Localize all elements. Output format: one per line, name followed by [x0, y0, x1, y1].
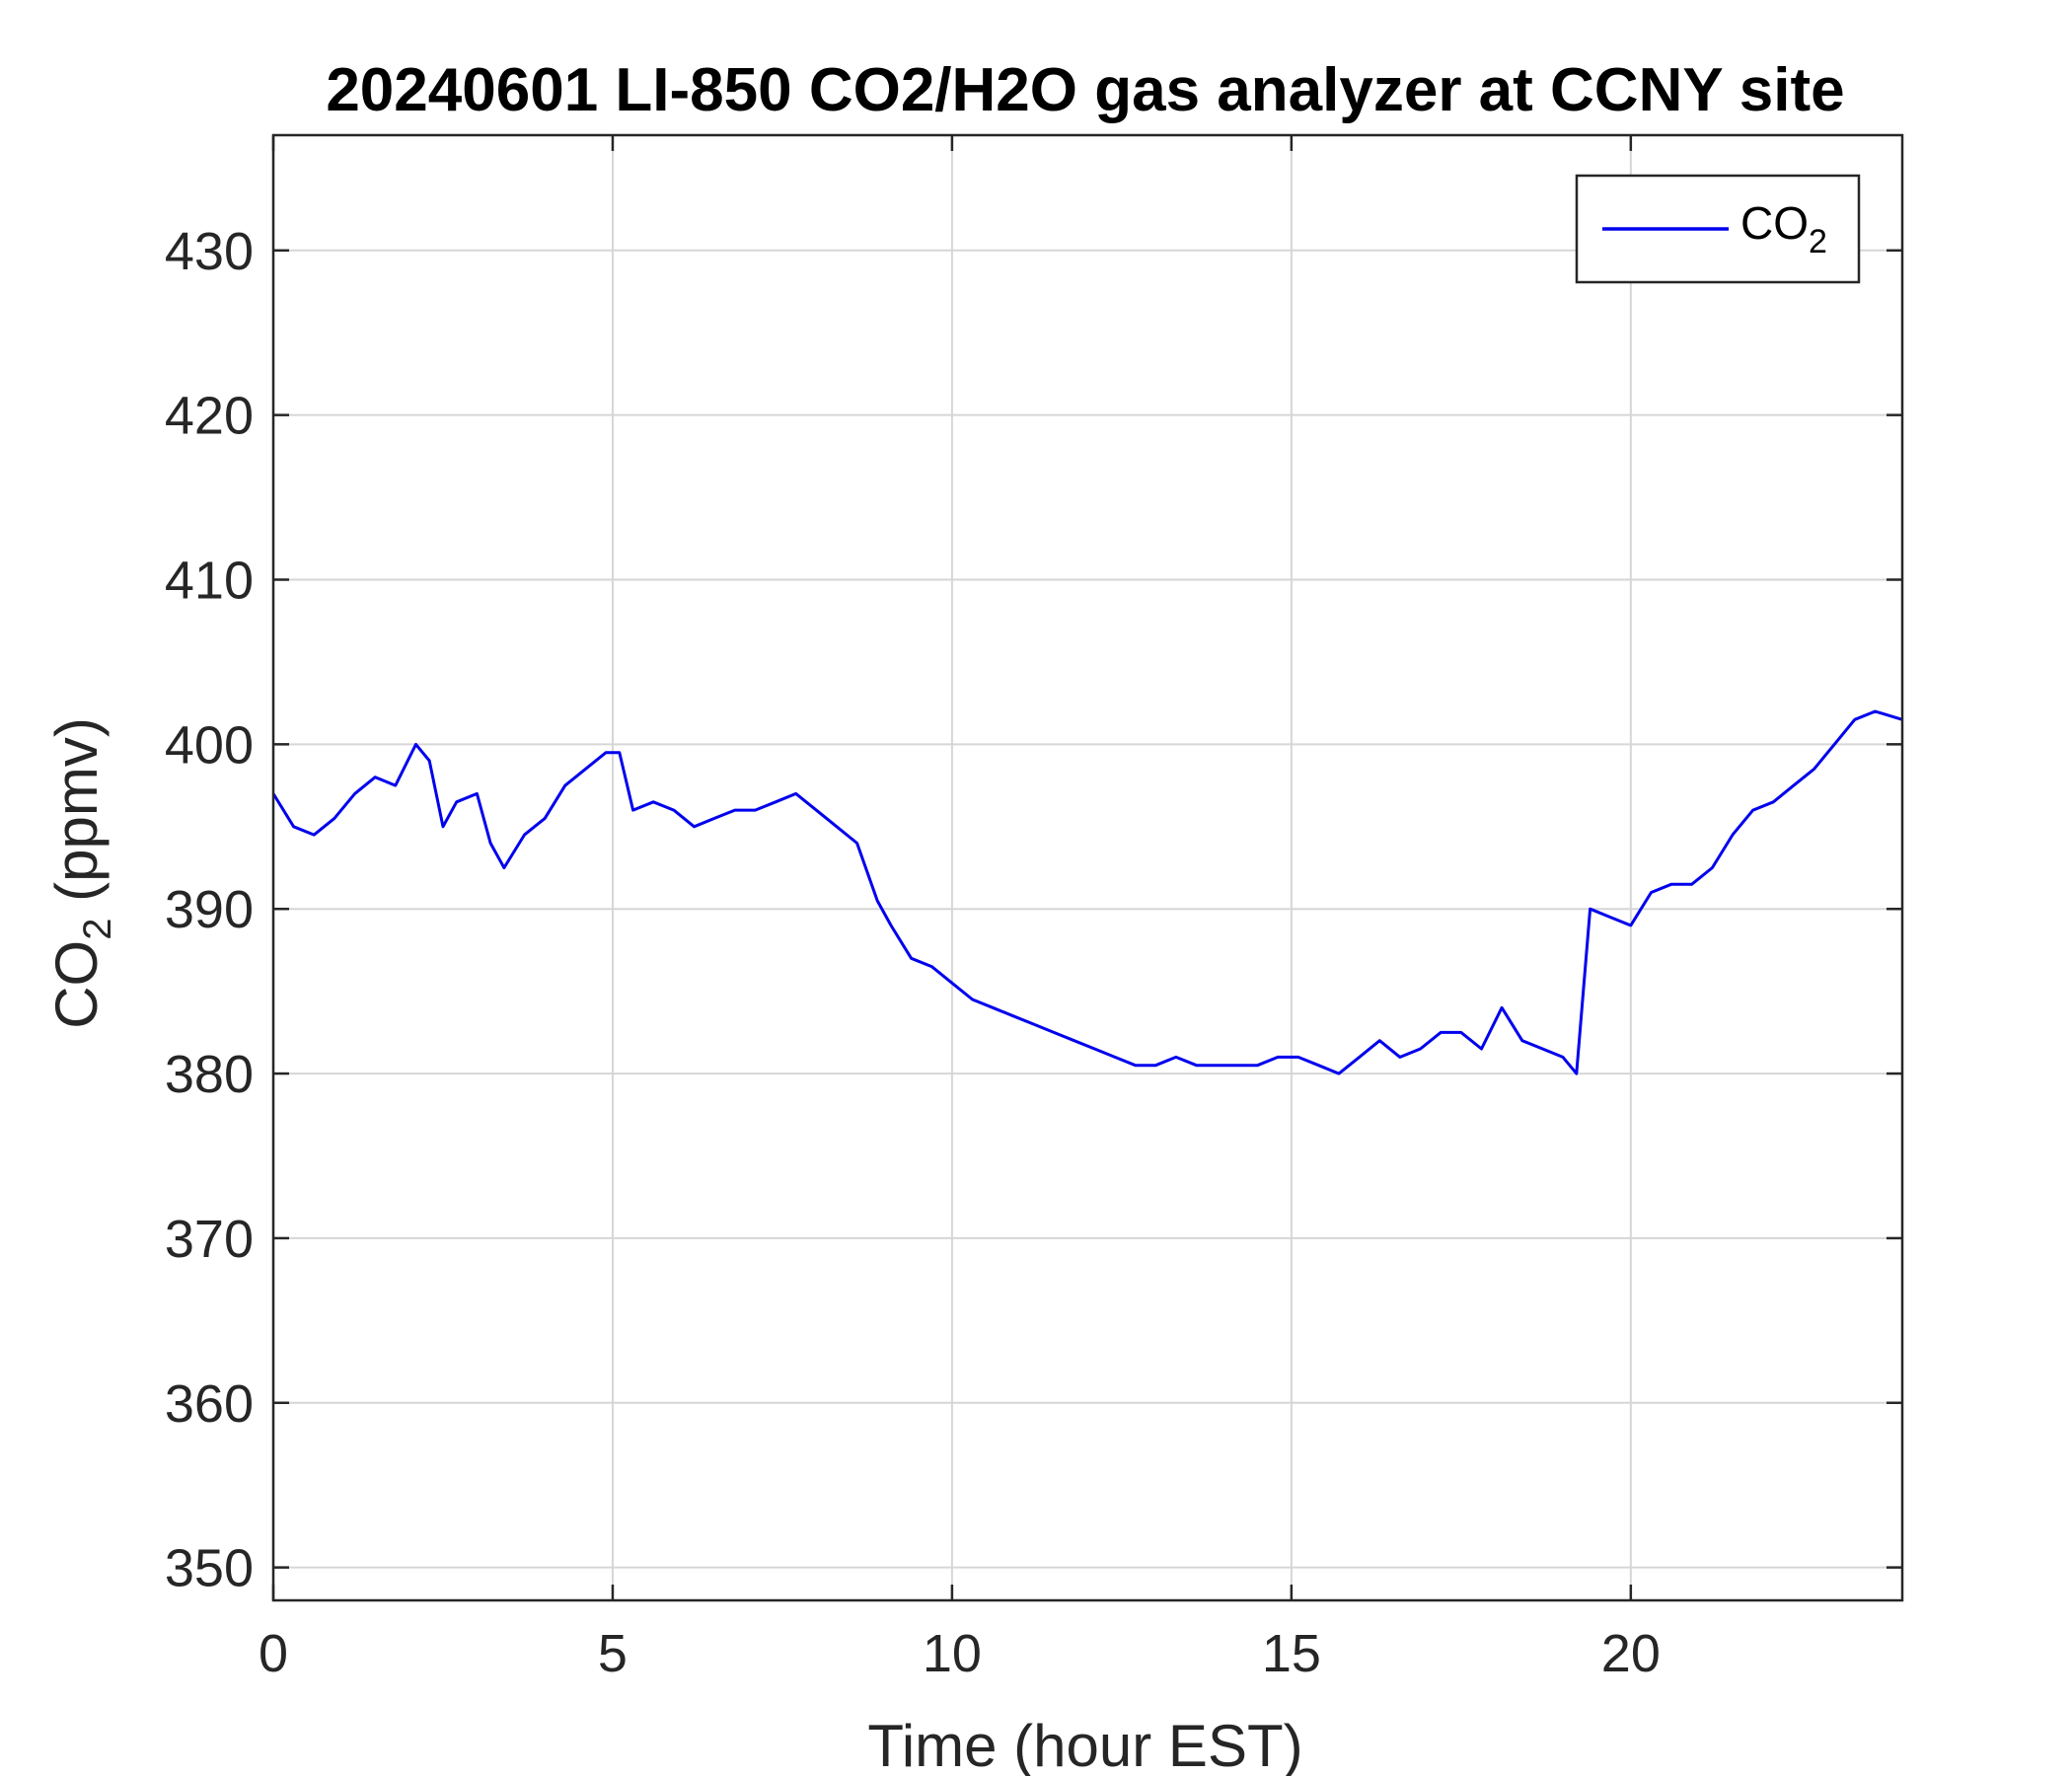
- y-tick-label: 350: [165, 1539, 254, 1598]
- y-tick-label: 390: [165, 880, 254, 939]
- y-tick-label: 370: [165, 1210, 254, 1269]
- x-tick-label: 15: [1262, 1624, 1321, 1683]
- legend-label-subscript: 2: [1809, 223, 1827, 260]
- y-tick-label: 360: [165, 1374, 254, 1434]
- y-tick-label: 380: [165, 1045, 254, 1104]
- x-axis-label: Time (hour EST): [867, 1713, 1302, 1776]
- y-tick-label: 410: [165, 552, 254, 611]
- y-axis-label-group: CO2 (ppmv): [43, 717, 119, 1029]
- y-axis-label-subscript: 2: [76, 919, 119, 940]
- y-axis-label-rest: (ppmv): [43, 717, 110, 918]
- x-tick-label: 20: [1601, 1624, 1661, 1683]
- x-tick-label: 10: [923, 1624, 982, 1683]
- plot-area: [273, 135, 1902, 1600]
- legend: CO2: [1575, 174, 1861, 284]
- series-layer: [271, 709, 1903, 1075]
- y-tick-label: 430: [165, 222, 254, 281]
- chart-title: 20240601 LI-850 CO2/H2O gas analyzer at …: [326, 56, 1844, 124]
- grid: [272, 135, 1902, 1600]
- legend-entry-co2: CO2: [1740, 197, 1827, 260]
- x-tick-label: 0: [259, 1624, 288, 1683]
- axes-frame: [271, 133, 1904, 1602]
- y-axis-label: CO2 (ppmv): [43, 717, 119, 1029]
- y-tick-label: 400: [165, 715, 254, 775]
- y-axis-label-base: CO: [43, 940, 110, 1029]
- y-tick-label: 420: [165, 387, 254, 446]
- series-line-co2: [271, 709, 1903, 1075]
- x-tick-label: 5: [598, 1624, 628, 1683]
- legend-label-base: CO: [1740, 197, 1809, 249]
- ticks: 0 5 10 15 20 350 360 370 380 390 400 410 420 430: [165, 135, 1902, 1683]
